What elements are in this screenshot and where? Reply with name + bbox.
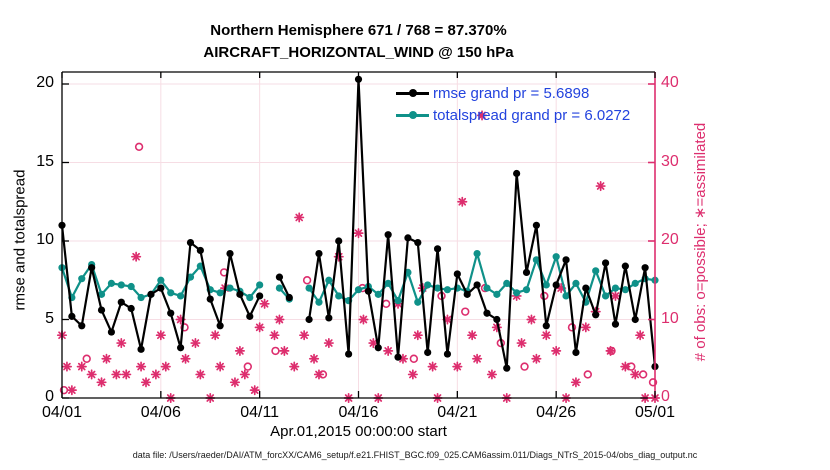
totalspread-line-swatch bbox=[396, 111, 429, 119]
axes-box bbox=[61, 71, 656, 399]
left-axis-tick-label: 15 bbox=[36, 152, 54, 170]
left-axis-tick-label: 0 bbox=[45, 388, 54, 405]
totalspread-line bbox=[58, 249, 659, 306]
legend: rmse grand pr = 5.6898 totalspread grand… bbox=[396, 82, 630, 126]
x-axis-tick-label: 04/26 bbox=[536, 404, 577, 421]
x-axis-tick-label: 05/01 bbox=[634, 404, 676, 421]
right-axis-tick-label: 0 bbox=[661, 388, 670, 405]
right-axis-tick-label: 10 bbox=[661, 309, 679, 327]
left-axis-tick-label: 5 bbox=[45, 309, 54, 327]
x-axis-tick-label: 04/01 bbox=[41, 404, 83, 421]
x-axis-tick-label: 04/11 bbox=[240, 404, 280, 421]
page-title: Northern Hemisphere 671 / 768 = 87.370% bbox=[210, 22, 507, 39]
x-axis-tick-label: 04/16 bbox=[338, 404, 379, 421]
possible-obs-markers bbox=[59, 142, 658, 395]
rmse-line-swatch bbox=[396, 89, 429, 97]
x-axis-tick-label: 04/21 bbox=[437, 404, 478, 421]
left-axis-tick-label: 10 bbox=[36, 231, 54, 248]
right-axis-tick-label: 30 bbox=[661, 152, 679, 170]
data-file-caption: data file: /Users/raeder/DAI/ATM_forcXX/… bbox=[132, 450, 698, 460]
legend-label-rmse: rmse grand pr = 5.6898 bbox=[433, 84, 590, 102]
page-subtitle: AIRCRAFT_HORIZONTAL_WIND @ 150 hPa bbox=[203, 44, 514, 61]
left-axis-tick-label: 20 bbox=[36, 74, 54, 91]
x-axis-tick-label: 04/06 bbox=[140, 404, 181, 421]
right-axis-tick-label: 40 bbox=[661, 74, 679, 91]
legend-item-rmse: rmse grand pr = 5.6898 bbox=[396, 82, 630, 104]
legend-item-totalspread: totalspread grand pr = 6.0272 bbox=[396, 104, 630, 126]
x-axis-label: Apr.01,2015 00:00:00 start bbox=[270, 423, 447, 440]
right-axis-tick-label: 20 bbox=[661, 231, 679, 248]
rmse-line bbox=[58, 75, 659, 372]
legend-label-totalspread: totalspread grand pr = 6.0272 bbox=[433, 106, 631, 124]
right-axis-label: # of obs: o=possible; ∗=assimilated bbox=[692, 122, 709, 362]
